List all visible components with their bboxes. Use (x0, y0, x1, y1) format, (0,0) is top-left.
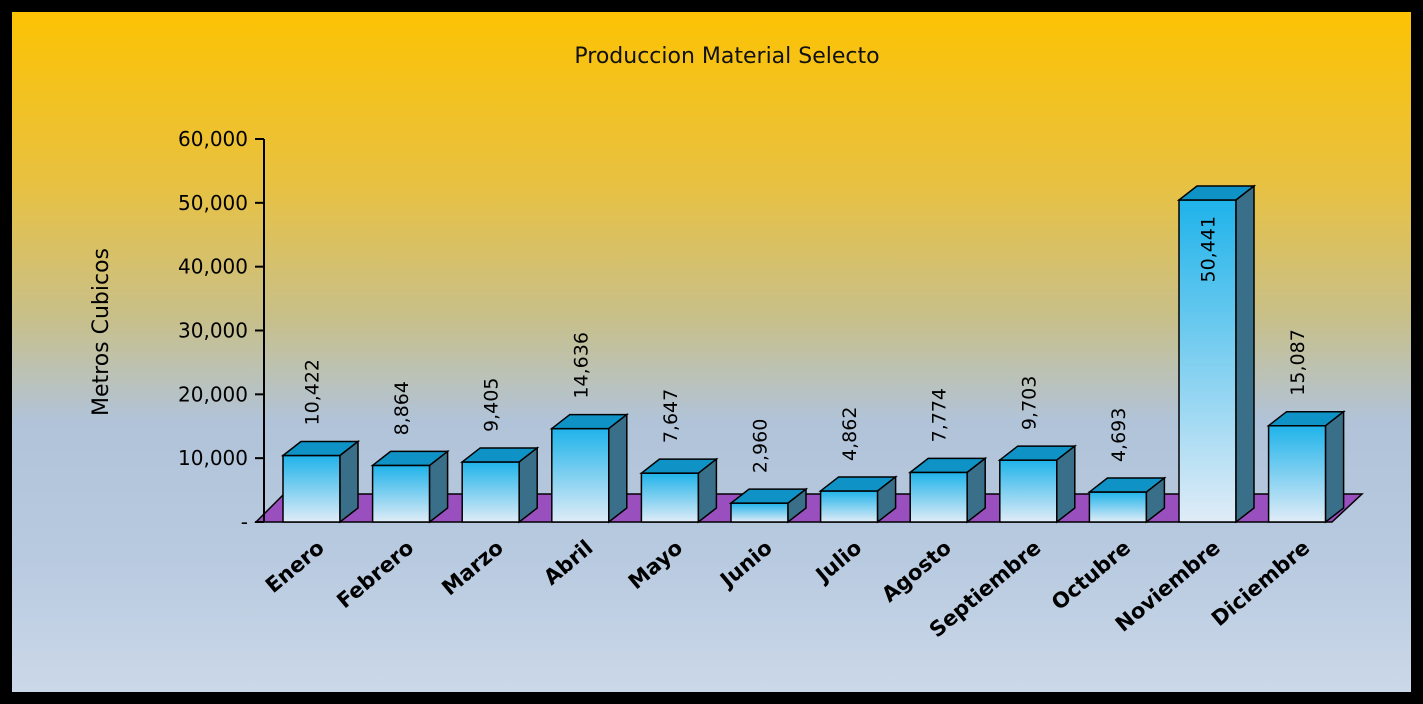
bar-front (730, 502, 789, 523)
bar-side (428, 449, 449, 524)
y-axis-label: Metros Cubicos (89, 248, 114, 416)
bar-side (787, 487, 807, 524)
data-label: 7,647 (660, 389, 682, 443)
y-tick-label: - (241, 510, 248, 534)
data-label: 8,864 (391, 381, 413, 435)
bar-front (819, 490, 879, 523)
data-label: 10,422 (302, 359, 324, 425)
bar-front (1178, 199, 1237, 523)
data-label: 9,405 (481, 378, 503, 432)
x-tick-label: Mayo (624, 535, 687, 594)
data-label: 15,087 (1287, 329, 1309, 395)
bar (728, 487, 809, 524)
x-tick-label: Agosto (877, 535, 956, 607)
bar-front (1088, 491, 1148, 523)
bar-front (999, 459, 1058, 523)
bar-side (1145, 476, 1166, 524)
x-tick-label: Enero (261, 535, 329, 597)
bar-front (909, 471, 968, 523)
data-label: 2,960 (750, 419, 772, 473)
data-label: 50,441 (1198, 216, 1220, 282)
bar-side (1324, 410, 1345, 524)
y-tick-label: 40,000 (178, 255, 248, 279)
x-tick-label: Octubre (1047, 535, 1135, 614)
bar-front (282, 454, 341, 523)
bar (1266, 410, 1346, 524)
y-tick-label: 20,000 (178, 382, 248, 406)
bar (1176, 184, 1257, 524)
y-tick-label: 30,000 (178, 319, 248, 343)
bar-side (339, 439, 359, 524)
bar-front (640, 472, 700, 523)
bar-side (1235, 184, 1255, 524)
bar-side (1056, 444, 1076, 524)
y-tick-label: 50,000 (178, 191, 248, 215)
x-tick-label: Diciembre (1207, 535, 1314, 631)
x-tick-label: Febrero (332, 535, 418, 613)
bar (997, 444, 1077, 524)
bar (908, 456, 988, 524)
data-label: 14,636 (570, 332, 592, 398)
bar-side (518, 446, 538, 524)
y-tick-label: 60,000 (178, 127, 248, 151)
data-label: 9,703 (1018, 376, 1040, 430)
x-tick-label: Abril (539, 535, 597, 589)
bar-side (876, 475, 897, 524)
bar-front (551, 427, 610, 523)
bar-side (966, 456, 986, 524)
bar-front (461, 461, 520, 523)
bar (280, 439, 361, 524)
bar (549, 413, 629, 524)
bar-side (608, 413, 628, 524)
bar-front (371, 464, 431, 523)
x-tick-label: Julio (810, 535, 866, 588)
data-label: 4,693 (1108, 408, 1130, 462)
data-label: 7,774 (929, 388, 951, 442)
bar (639, 457, 719, 524)
chart-title: Produccion Material Selecto (574, 44, 879, 69)
x-tick-label: Junio (714, 535, 776, 593)
y-tick-label: 10,000 (178, 446, 248, 470)
bar-side (697, 457, 718, 524)
bar (370, 449, 450, 524)
data-label: 4,862 (839, 407, 861, 461)
bar (818, 475, 898, 524)
x-tick-label: Marzo (437, 535, 508, 600)
bar (1087, 476, 1167, 524)
bar-front (1267, 424, 1327, 523)
bar (460, 446, 540, 524)
